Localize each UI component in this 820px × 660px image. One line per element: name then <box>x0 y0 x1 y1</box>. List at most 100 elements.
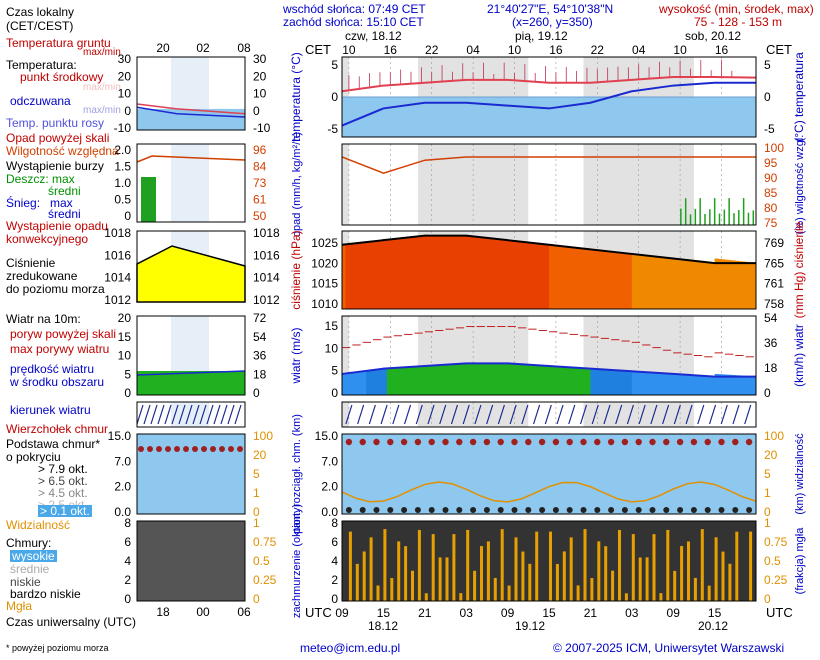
rain-bar <box>728 198 730 225</box>
wind-arrow <box>415 404 423 425</box>
pressure-fill <box>728 260 733 309</box>
cloud-base-dot <box>663 507 670 513</box>
wind-fill <box>373 369 377 395</box>
mini-temp-tick-r: 30 <box>253 52 267 66</box>
top-hour: 10 <box>673 43 687 57</box>
pressure-fill <box>676 258 681 309</box>
y-title-temp: temperatura (°C) <box>289 52 303 142</box>
wind-arrow <box>368 404 376 425</box>
mini-felt-line <box>136 106 246 118</box>
pressure-fill <box>531 242 536 309</box>
top-hour: 22 <box>425 43 439 57</box>
legend-okt-5: > 0.1 okt. <box>38 504 92 518</box>
rain-bar <box>704 213 706 225</box>
cloud-top-dot <box>469 438 477 446</box>
grid-text: (x=260, y=350) <box>512 15 593 29</box>
mini-temp-tick: 10 <box>118 87 132 101</box>
mini-temp-tick: 20 <box>118 69 132 83</box>
wind-kmh-tick: 54 <box>764 311 778 325</box>
mini-pressure-area <box>136 245 246 303</box>
mini-cloud-top-dot <box>237 446 243 452</box>
bottom-date: 18.12 <box>368 619 398 633</box>
cloud-top-dot <box>621 438 629 446</box>
wind-fill <box>348 373 353 395</box>
mini-wind-arrow <box>227 404 235 425</box>
wind-fill <box>417 366 422 395</box>
pressure-fill <box>345 244 350 309</box>
height-values: 75 - 128 - 153 m <box>694 15 783 29</box>
temp-tick: 5 <box>331 58 338 72</box>
cloud-tick: 7.0 <box>321 454 338 468</box>
top-hour: 22 <box>591 43 605 57</box>
pressure-fill <box>690 260 695 309</box>
footer-email[interactable]: meteo@icm.edu.pl <box>300 641 401 655</box>
cloud-base-dot <box>373 507 380 513</box>
mini-wind-arrow <box>213 404 221 425</box>
legend-clouds-high: wysokie <box>10 549 57 563</box>
wind-fill <box>538 365 543 395</box>
humidity-tick: 95 <box>764 156 778 170</box>
mini-wind-arrow <box>178 404 186 425</box>
wind-fill <box>442 364 446 395</box>
pressure-fill <box>445 235 450 309</box>
wind-fill <box>445 364 450 395</box>
cloud-top-dot <box>663 438 670 446</box>
wind-fill <box>752 376 757 395</box>
rain-bar <box>752 210 755 225</box>
cloud-base-dot <box>428 507 435 513</box>
cloud-top-dot <box>676 438 684 446</box>
wind-line <box>341 362 756 378</box>
wind-fill <box>604 369 609 395</box>
wind-fill <box>342 373 346 395</box>
mini-vis-tick: 1 <box>253 486 260 500</box>
mini-top-tick: 20 <box>156 41 170 55</box>
pressure-fill <box>462 235 467 309</box>
pressure-fill <box>486 237 491 309</box>
wind-arrow <box>380 404 388 425</box>
temp-tick-r: -5 <box>764 122 775 136</box>
fog-bar <box>555 563 559 601</box>
wind-fill <box>431 365 436 395</box>
mini-wind-tick: 15 <box>118 330 132 344</box>
legend-rain-avg: średni <box>48 184 81 198</box>
fog-bar <box>535 531 539 601</box>
wind-fill <box>628 371 633 395</box>
pressure-fill <box>638 254 643 309</box>
legend-okt-3: > 4.5 okt. <box>38 486 88 500</box>
mini-cloud-top-dot <box>165 446 171 452</box>
mini-humid-tick: 61 <box>253 193 267 207</box>
temperature-line <box>341 76 757 93</box>
cloud-base-dot <box>677 507 684 513</box>
cloud-base-dot <box>414 507 421 513</box>
fog-bar <box>431 534 435 601</box>
pressure-mm-tick: 769 <box>764 236 784 250</box>
legend-snow-max: max <box>50 196 73 210</box>
pressure-fill <box>514 240 519 309</box>
cloud-base-dot <box>456 507 463 513</box>
mini-wind-arrow <box>157 404 165 425</box>
fog-bar <box>424 593 428 601</box>
pressure-fill <box>476 236 481 309</box>
pressure-fill <box>359 242 364 309</box>
wind-fill <box>517 364 522 395</box>
fog-bar <box>528 563 532 601</box>
cloud-tick: 2.0 <box>321 480 338 494</box>
mini-wind-kmh-tick: 0 <box>253 386 260 400</box>
mini-precip-tick: 0 <box>124 209 131 223</box>
mini-bottom-tick: 06 <box>237 605 251 619</box>
pressure-fill <box>749 262 754 309</box>
wind-fill <box>742 375 747 395</box>
wind-fill <box>414 366 419 395</box>
pressure-fill <box>507 240 512 309</box>
pressure-fill <box>673 258 678 309</box>
wind-fill <box>476 363 481 395</box>
mini-cloud-top-dot <box>219 446 225 452</box>
fog-bar <box>549 531 552 601</box>
day-label: czw, 18.12 <box>345 29 402 43</box>
pressure-fill <box>569 247 574 309</box>
wind-arrow <box>744 404 752 425</box>
pressure-fill <box>362 242 367 309</box>
mini-cloud-bg <box>137 434 245 514</box>
mini-cloud-top-dot <box>138 446 144 452</box>
bottom-hour: 21 <box>584 606 598 620</box>
